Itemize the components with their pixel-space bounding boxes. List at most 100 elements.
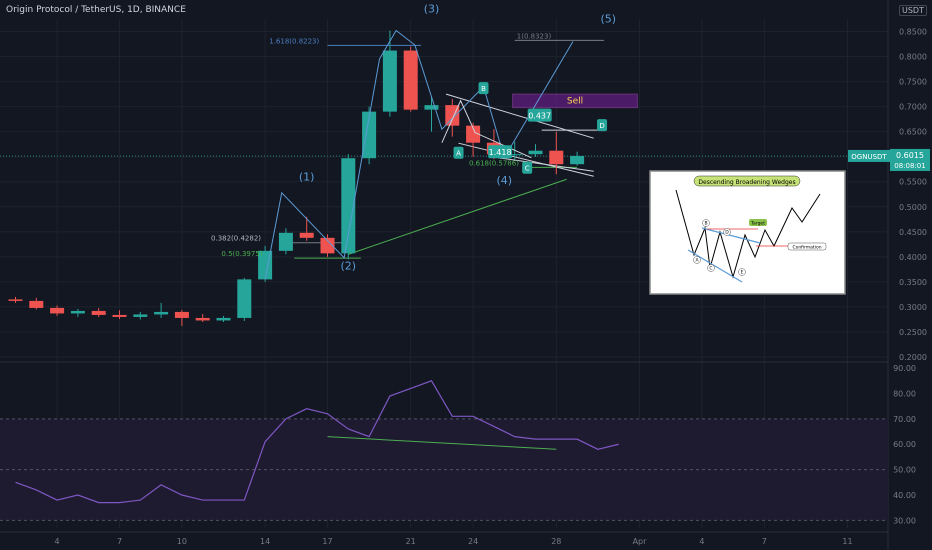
support-trendline [348,178,567,255]
rsi-tick-label: 40.00 [893,491,916,500]
candle-body [299,232,314,238]
price-tick-label: 0.2000 [899,353,927,362]
rsi-divergence-line [327,436,557,450]
time-tick-label: 7 [117,537,122,546]
time-tick-label: 4 [55,537,60,546]
inset-point-label: C [709,266,712,272]
candle-body [50,307,65,314]
fib-label: 0.618(0.5786) [469,159,519,167]
candle-body [320,237,335,254]
inset-point-label: B [704,221,707,227]
candle-body [174,311,189,318]
price-tick-label: 0.4000 [899,253,927,262]
rsi-tick-label: 50.00 [893,466,916,475]
price-tick-label: 0.8500 [899,28,927,37]
inset-target-badge [749,219,767,226]
price-tick-label: 0.4500 [899,228,927,237]
rsi-tick-label: 80.00 [893,389,916,398]
wedge-lower-line [458,142,594,177]
symbol-tag [848,149,890,162]
wave-label: (4) [497,174,513,187]
abcd-path [441,99,532,159]
inset-confirmation-label: Confirmation [792,245,821,251]
inset-price-path [675,189,821,279]
fib-label: 1(0.8323) [517,32,552,40]
candle-body [403,50,418,110]
candle-body [570,155,585,165]
time-tick-label: 4 [699,537,704,546]
candle-body [466,125,481,143]
time-tick-label: 24 [468,537,478,546]
candle-body [237,279,252,318]
candle-body [507,154,522,156]
inset-point-label: A [695,258,699,264]
wave-label: (3) [424,2,440,15]
inset-point-label: D [725,230,729,236]
wave-label: (1) [299,171,315,184]
time-tick-label: 11 [842,537,852,546]
time-tick-label: 21 [406,537,416,546]
candle-body [258,250,273,280]
candle-body [424,105,439,110]
candle-body [133,314,148,317]
price-tag-value: 0.6015 [896,151,924,160]
inset-panel [649,170,846,295]
time-tick-label: 28 [551,537,561,546]
price-tick-label: 0.7500 [899,78,927,87]
currency-button[interactable]: USDT [899,5,927,16]
inset-title: Descending Broadening Wedges [698,179,795,186]
inset-point-label: E [741,270,744,276]
inset-point-marker [693,256,701,264]
price-tick-label: 0.7000 [899,103,927,112]
candle-body [70,310,85,314]
abcd-label: A [456,150,461,158]
candle-body [29,300,44,308]
sell-box [512,93,638,109]
abcd-badge [522,161,533,174]
price-tick-label: 0.3500 [899,278,927,287]
price-tick-label: 0.6500 [899,128,927,137]
candle-body [216,317,231,321]
candle-body [91,310,106,315]
rsi-tick-label: 70.00 [893,415,916,424]
inset-point-marker [723,228,731,236]
inset-point-marker [707,264,715,272]
price-tag-countdown: 08:08:01 [894,162,925,170]
inset-confirmation-badge [787,242,827,251]
ratio-label: 0.437 [528,112,551,121]
fib-label: 0.5(0.3975) [221,250,262,258]
candle-body [382,50,397,112]
rsi-line [15,380,619,504]
wave-label: (2) [341,259,357,272]
candle-body [195,317,210,321]
time-tick-label: 10 [177,537,187,546]
rsi-tick-label: 30.00 [893,516,916,525]
abcd-label: B [481,85,486,93]
ratio-badge [527,108,552,122]
sell-label: Sell [567,97,583,107]
candle-body [278,232,293,251]
candle-body [549,150,564,165]
symbol-tag-label: OGNUSDT [851,153,887,161]
inset-upper-line [701,227,761,244]
inset-point-marker [702,219,710,227]
abcd-label: D [599,122,604,130]
candle-body [341,158,356,254]
inset-target-label: Target [750,221,765,227]
abcd-badge [478,82,489,95]
ratio-label: 1.418 [489,148,512,157]
wedge-mid-line [497,157,594,172]
inset-point-marker [738,268,746,276]
abcd-badge [597,119,608,132]
inset-lower-line [687,249,743,283]
inset-title-badge [693,175,801,187]
wedge-upper-line [445,93,594,139]
chart-header: Origin Protocol / TetherUS, 1D, BINANCE [6,5,186,15]
fib-label: 1.618(0.8223) [269,37,319,45]
time-tick-label: 14 [260,537,270,546]
wave-label: (5) [601,13,617,26]
rsi-tick-label: 60.00 [893,440,916,449]
candle-body [112,314,127,317]
time-tick-label: Apr [633,537,648,546]
